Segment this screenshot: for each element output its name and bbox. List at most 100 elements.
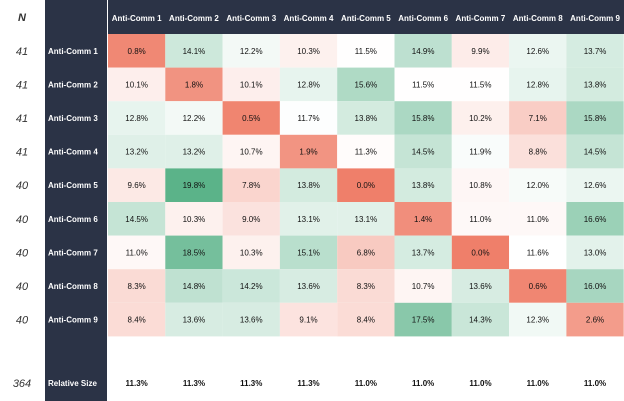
heatmap-cell xyxy=(337,34,395,68)
heatmap-cell xyxy=(279,235,338,270)
heatmap-cell xyxy=(165,101,223,135)
cell-value: 11.5% xyxy=(355,47,377,56)
heatmap-cell xyxy=(394,202,452,236)
cell-value: 11.7% xyxy=(298,114,320,123)
cell-value: 11.5% xyxy=(412,80,434,89)
cell-value: 8.4% xyxy=(357,316,375,325)
cell-value: 10.8% xyxy=(469,181,492,190)
cell-value: 12.6% xyxy=(584,181,607,190)
cell-value: 11.0% xyxy=(126,248,148,257)
cell-value: 13.8% xyxy=(412,181,435,190)
heatmap-cell xyxy=(566,302,624,337)
heatmap-cell xyxy=(222,302,280,337)
heatmap-cell xyxy=(165,168,223,202)
heatmap-cell xyxy=(279,101,338,135)
row-n-value: 41 xyxy=(16,147,28,159)
cell-value: 11.5% xyxy=(469,80,491,89)
heatmap-cell xyxy=(165,202,223,236)
cell-value: 11.0% xyxy=(469,215,491,224)
heatmap-cell xyxy=(451,168,510,202)
heatmap-cell xyxy=(566,269,624,303)
heatmap-cell xyxy=(509,67,567,102)
relative-size-value: 11.3% xyxy=(297,379,319,388)
cell-value: 7.8% xyxy=(242,181,260,190)
row-label: Anti-Comm 4 xyxy=(48,148,98,157)
heatmap-cell xyxy=(279,302,338,337)
cell-value: 10.3% xyxy=(240,248,263,257)
column-header: Anti-Comm 6 xyxy=(398,14,448,23)
heatmap-cell xyxy=(451,134,510,169)
heatmap-cell xyxy=(222,134,280,169)
heatmap-cell xyxy=(337,168,395,202)
row-label: Anti-Comm 1 xyxy=(48,47,98,56)
cell-value: 13.6% xyxy=(469,282,492,291)
heatmap-cell xyxy=(279,134,338,169)
cell-value: 13.2% xyxy=(183,148,206,157)
heatmap-cell xyxy=(108,134,166,169)
column-header: Anti-Comm 8 xyxy=(513,14,563,23)
heatmap-cell xyxy=(509,168,567,202)
row-label-sidebar xyxy=(45,0,107,401)
row-n-value: 41 xyxy=(16,79,28,91)
row-n-value: 41 xyxy=(16,46,28,58)
heatmap-cell xyxy=(165,302,223,337)
heatmap-cell xyxy=(394,67,452,102)
cell-value: 10.3% xyxy=(183,215,206,224)
cell-value: 12.3% xyxy=(526,316,549,325)
total-n-value: 364 xyxy=(13,378,31,390)
heatmap-cell xyxy=(165,67,223,102)
heatmap-cell xyxy=(108,101,166,135)
cell-value: 11.0% xyxy=(527,215,549,224)
cell-value: 15.6% xyxy=(355,80,378,89)
heatmap-cell xyxy=(566,134,624,169)
heatmap-cell xyxy=(566,202,624,236)
heatmap-cell xyxy=(337,235,395,270)
cell-value: 0.8% xyxy=(128,47,146,56)
cell-value: 13.6% xyxy=(183,316,206,325)
cell-value: 0.0% xyxy=(471,248,489,257)
cell-value: 0.5% xyxy=(242,114,260,123)
cell-value: 7.1% xyxy=(529,114,547,123)
cell-value: 0.6% xyxy=(529,282,547,291)
row-n-value: 40 xyxy=(16,281,29,293)
cell-value: 10.3% xyxy=(297,47,320,56)
heatmap-cell xyxy=(222,101,280,135)
cell-value: 11.9% xyxy=(469,148,491,157)
heatmap-cell xyxy=(566,168,624,202)
cell-value: 8.4% xyxy=(128,316,146,325)
cell-value: 13.8% xyxy=(355,114,378,123)
heatmap-cell xyxy=(509,34,567,68)
cell-value: 2.6% xyxy=(586,316,604,325)
cell-value: 14.2% xyxy=(240,282,263,291)
cell-value: 14.5% xyxy=(412,148,435,157)
heatmap-cell xyxy=(108,202,166,236)
heatmap-cell xyxy=(279,34,338,68)
cell-value: 12.8% xyxy=(297,80,320,89)
cell-value: 10.1% xyxy=(125,80,148,89)
cell-value: 14.5% xyxy=(125,215,148,224)
cell-value: 12.8% xyxy=(526,80,549,89)
row-n-value: 40 xyxy=(16,247,29,259)
cell-value: 12.0% xyxy=(526,181,549,190)
heatmap-cell xyxy=(394,34,452,68)
column-header: Anti-Comm 1 xyxy=(112,14,162,23)
cell-value: 13.7% xyxy=(412,248,435,257)
heatmap-cell xyxy=(222,34,280,68)
cell-value: 11.6% xyxy=(527,248,549,257)
heatmap-cell xyxy=(566,101,624,135)
heatmap-cell xyxy=(108,235,166,270)
heatmap-cell xyxy=(337,202,395,236)
cell-value: 1.4% xyxy=(414,215,432,224)
cell-value: 16.0% xyxy=(584,282,607,291)
cell-value: 13.1% xyxy=(355,215,378,224)
footer-label: Relative Size xyxy=(48,379,97,388)
heatmap-cell xyxy=(279,269,338,303)
heatmap-cell xyxy=(451,34,510,68)
heatmap-cell xyxy=(279,202,338,236)
heatmap-cell xyxy=(279,67,338,102)
relative-size-value: 11.0% xyxy=(527,379,549,388)
heatmap-cell xyxy=(108,168,166,202)
relative-size-value: 11.3% xyxy=(183,379,205,388)
cell-value: 13.1% xyxy=(297,215,320,224)
row-n-value: 40 xyxy=(16,180,29,192)
